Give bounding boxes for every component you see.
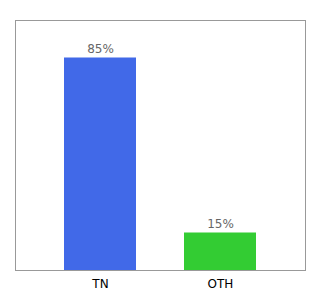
svg-text:OTH: OTH (208, 277, 234, 291)
svg-text:85%: 85% (87, 42, 114, 56)
svg-text:15%: 15% (207, 217, 234, 231)
svg-text:TN: TN (91, 277, 108, 291)
